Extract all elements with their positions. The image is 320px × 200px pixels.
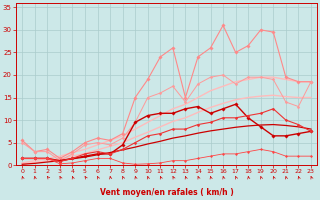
X-axis label: Vent moyen/en rafales ( km/h ): Vent moyen/en rafales ( km/h )	[100, 188, 234, 197]
